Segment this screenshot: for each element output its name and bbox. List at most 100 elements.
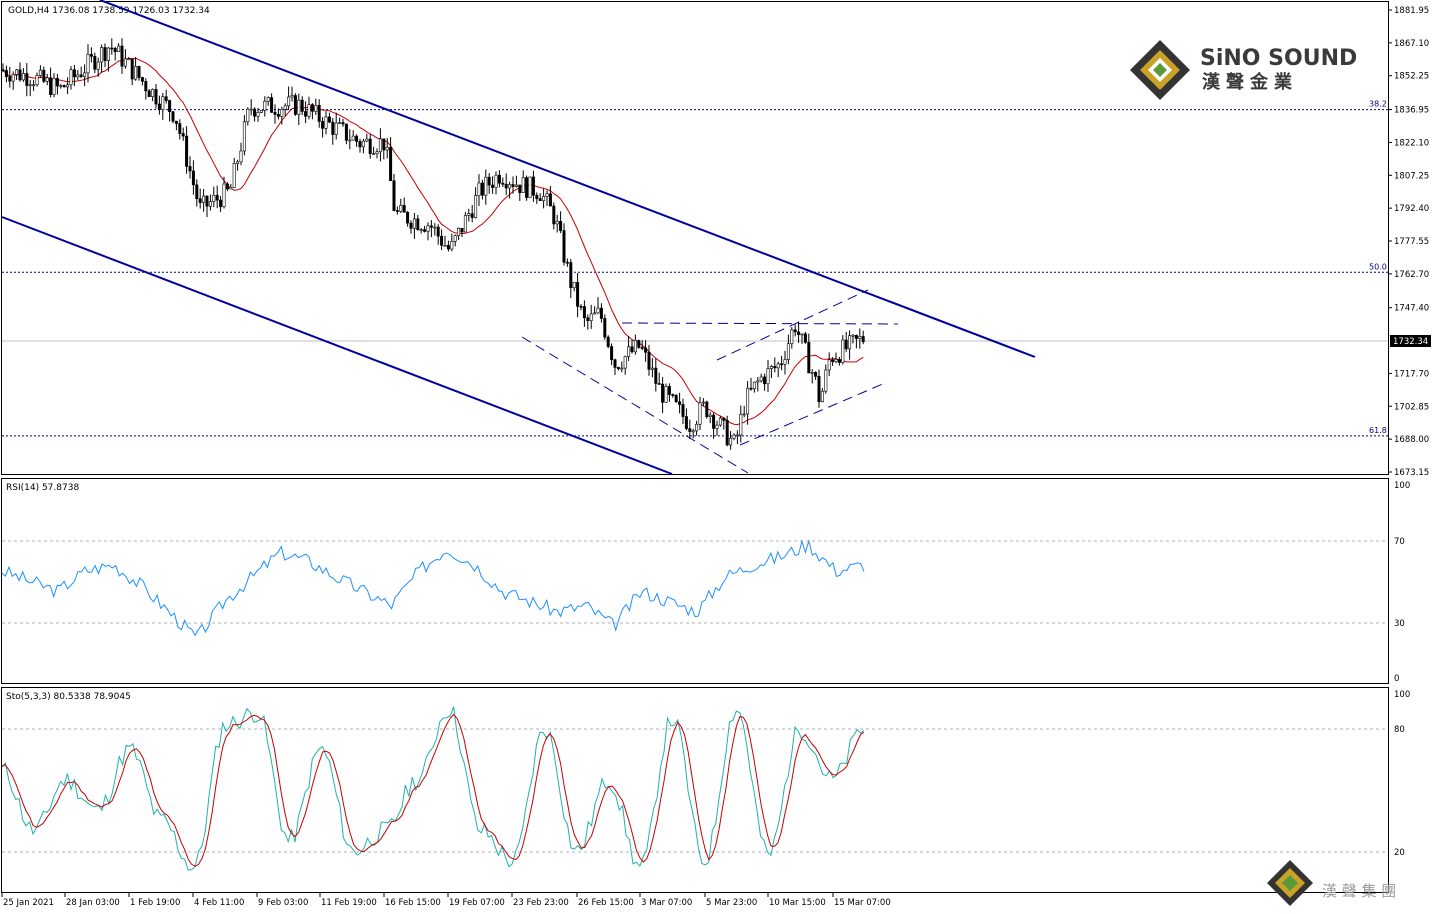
candle-body: [562, 230, 566, 263]
candle-body: [739, 413, 743, 436]
candle-body: [389, 146, 393, 182]
candle-body: [375, 151, 379, 154]
candle-body: [4, 70, 8, 78]
svg-text:1732.34: 1732.34: [1393, 337, 1428, 347]
candle-body: [514, 184, 518, 187]
candle-body: [616, 367, 620, 369]
candle-body: [8, 76, 12, 82]
candle-body: [154, 89, 158, 105]
candle-body: [705, 401, 709, 417]
rsi-line: [1, 539, 865, 637]
candle-body: [246, 108, 250, 123]
price-tick-label: 1852.25: [1394, 72, 1429, 82]
candle-body: [42, 69, 46, 82]
candle-body: [100, 47, 104, 63]
candle-body: [603, 318, 607, 338]
candle-body: [32, 84, 36, 87]
pattern-line-1: [521, 336, 749, 474]
candle-body: [412, 218, 416, 229]
candle-body: [236, 161, 240, 164]
candle-body: [368, 138, 372, 155]
candle-body: [365, 138, 369, 142]
stoch-label: Sto(5,3,3) 80.5338 78.9045: [6, 692, 131, 702]
price-tick-label: 1702.85: [1394, 402, 1429, 412]
candle-body: [351, 135, 355, 141]
candle-body: [623, 356, 627, 369]
candle-body: [803, 333, 807, 343]
stoch-axis: 100 80 20: [1394, 690, 1410, 858]
candle-body: [253, 108, 257, 117]
candle-body: [297, 99, 301, 115]
candle-body: [276, 114, 280, 117]
candle-body: [582, 306, 586, 319]
candle-body: [273, 112, 277, 115]
price-tick-label: 1747.40: [1394, 304, 1429, 314]
price-tick-label: 1881.95: [1394, 6, 1429, 16]
candle-body: [134, 65, 138, 80]
candle-body: [307, 104, 311, 117]
candle-body: [477, 182, 481, 196]
candle-body: [497, 174, 501, 184]
candle-body: [15, 69, 19, 75]
logo-chinese: 漢聲金業: [1202, 71, 1298, 93]
candle-body: [712, 414, 716, 429]
candle-body: [348, 139, 352, 142]
candle-body: [691, 430, 695, 433]
candle-body: [749, 387, 753, 390]
candle-body: [324, 116, 328, 129]
candle-body: [69, 69, 73, 86]
candle-body: [249, 108, 253, 111]
candle-body: [610, 346, 614, 361]
price-tick-label: 1688.00: [1394, 435, 1429, 445]
candle-body: [800, 333, 804, 336]
candle-body: [528, 176, 532, 198]
candle-body: [535, 194, 539, 199]
candle-body: [817, 376, 821, 403]
candle-body: [287, 96, 291, 107]
candle-body: [327, 116, 331, 123]
candle-body: [508, 184, 512, 189]
candle-body: [701, 401, 705, 404]
candle-body: [338, 122, 342, 124]
candle-body: [358, 141, 362, 148]
candle-body: [718, 417, 722, 426]
candle-body: [810, 372, 814, 374]
candle-body: [773, 366, 777, 369]
candle-body: [576, 281, 580, 307]
candle-body: [548, 193, 552, 207]
price-tick-label: 1807.25: [1394, 171, 1429, 181]
candle-body: [671, 394, 675, 396]
svg-text:30: 30: [1394, 619, 1405, 629]
svg-text:0: 0: [1394, 674, 1399, 684]
candle-body: [569, 262, 573, 289]
pattern-line-2: [621, 322, 899, 325]
candle-body: [198, 198, 202, 203]
candle-body: [484, 176, 488, 196]
candle-body: [59, 85, 63, 87]
price-tick-label: 1836.95: [1394, 106, 1429, 116]
candle-body: [525, 177, 529, 198]
candle-body: [759, 376, 763, 382]
candle-body: [334, 122, 338, 135]
candle-body: [848, 335, 852, 350]
candle-body: [344, 123, 348, 141]
candle-body: [256, 112, 260, 117]
main-pane: GOLD,H4 1736.08 1738.59 1726.03 1732.34 …: [1, 0, 1388, 475]
candle-body: [518, 184, 522, 193]
candle-body: [851, 334, 855, 337]
candle-body: [494, 174, 498, 188]
candle-body: [188, 166, 192, 172]
rsi-pane-frame: [1, 478, 1389, 684]
candle-body: [545, 193, 549, 197]
candle-body: [79, 74, 83, 77]
time-tick-label: 3 Mar 07:00: [641, 898, 692, 908]
time-tick-label: 16 Feb 15:00: [385, 898, 441, 908]
candle-body: [123, 58, 127, 67]
candle-body: [708, 414, 712, 417]
candle-body: [453, 235, 457, 242]
candle-body: [593, 312, 597, 315]
candle-body: [586, 317, 590, 321]
candles: [1, 38, 865, 450]
logo-name: SiNO SOUND: [1200, 46, 1357, 71]
candle-body: [633, 340, 637, 353]
